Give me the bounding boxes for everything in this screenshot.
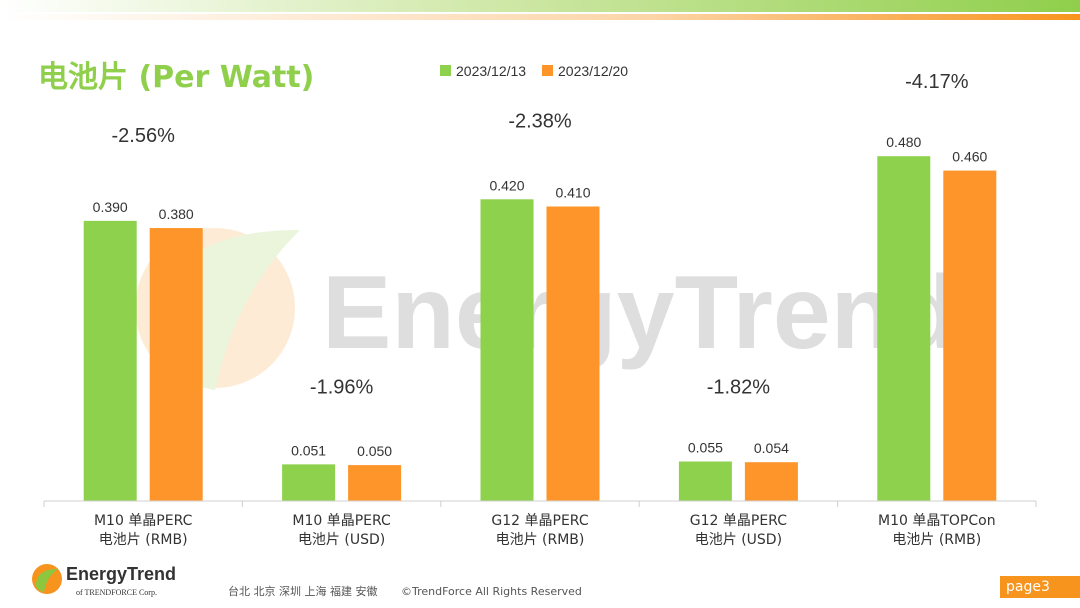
brand-name: EnergyTrend [66, 564, 177, 584]
bar-series1-2 [480, 199, 534, 502]
data-label: 0.380 [159, 206, 194, 222]
bar-series2-2 [546, 206, 600, 501]
bar-series2-4 [943, 170, 997, 502]
footer: 台北 北京 深圳 上海 福建 安徽 ©TrendForce All Rights… [228, 583, 582, 599]
change-annotation: -2.38% [508, 110, 572, 132]
footer-cities: 台北 北京 深圳 上海 福建 安徽 [228, 585, 378, 598]
chart-axis: M10 单晶PERC 电池片 (RMB) M10 单晶PERC 电池片 (USD) G1… [43, 500, 1037, 548]
bar-series1-1 [282, 464, 336, 501]
x-tick-label: M10 单晶PERC [292, 513, 391, 529]
change-annotation: -4.17% [905, 71, 969, 93]
data-label: 0.055 [688, 439, 723, 455]
footer-copyright: ©TrendForce All Rights Reserved [400, 585, 582, 598]
x-tick-label: 电池片 (RMB) [99, 532, 188, 548]
legend-swatch [542, 65, 553, 76]
x-tick-label: M10 单晶PERC [94, 513, 193, 529]
top-gradient-stripe [0, 0, 1080, 20]
page-title: 电池片 (Per Watt) [38, 60, 315, 95]
page-number-badge: page3 [1000, 576, 1080, 598]
legend-label: 2023/12/20 [558, 63, 628, 79]
change-annotation: -1.82% [707, 376, 771, 398]
change-annotation: -2.56% [112, 125, 176, 147]
x-tick-label: 电池片 (RMB) [892, 532, 981, 548]
bar-series2-3 [744, 462, 798, 501]
change-annotation: -1.96% [310, 376, 374, 398]
x-tick-label: G12 单晶PERC [690, 513, 787, 529]
x-tick-label: 电池片 (USD) [298, 532, 385, 548]
brand-logo: EnergyTrend of TRENDFORCE Corp. [30, 558, 200, 602]
chart-legend: 2023/12/13 2023/12/20 [440, 63, 628, 79]
data-label: 0.460 [952, 149, 987, 165]
bar-series1-0 [83, 220, 137, 501]
energytrend-logo-icon [32, 564, 62, 594]
x-tick-label: 电池片 (RMB) [496, 532, 585, 548]
data-label: 0.054 [754, 440, 789, 456]
bar-series2-0 [149, 228, 203, 502]
x-tick-label: M10 单晶TOPCon [878, 513, 996, 529]
data-label: 0.051 [291, 442, 326, 458]
watermark-text: EnergyTrend [322, 255, 958, 371]
x-tick-label: G12 单晶PERC [491, 513, 588, 529]
data-label: 0.050 [357, 443, 392, 459]
bar-series2-1 [348, 465, 402, 501]
chart-annotations: -2.56% -1.96% -2.38% -1.82% -4.17% [112, 71, 969, 398]
chart-bars: 0.390 0.380 0.051 0.050 0.420 0.410 0.055 0.054… [83, 134, 997, 502]
bar-series1-4 [877, 156, 931, 501]
brand-subtitle: of TRENDFORCE Corp. [76, 588, 157, 597]
data-label: 0.480 [886, 134, 921, 150]
bar-series1-3 [678, 461, 732, 501]
data-label: 0.410 [555, 184, 590, 200]
x-tick-label: 电池片 (USD) [695, 532, 782, 548]
data-label: 0.390 [93, 199, 128, 215]
legend-label: 2023/12/13 [456, 63, 526, 79]
legend-swatch [440, 65, 451, 76]
data-label: 0.420 [489, 177, 524, 193]
